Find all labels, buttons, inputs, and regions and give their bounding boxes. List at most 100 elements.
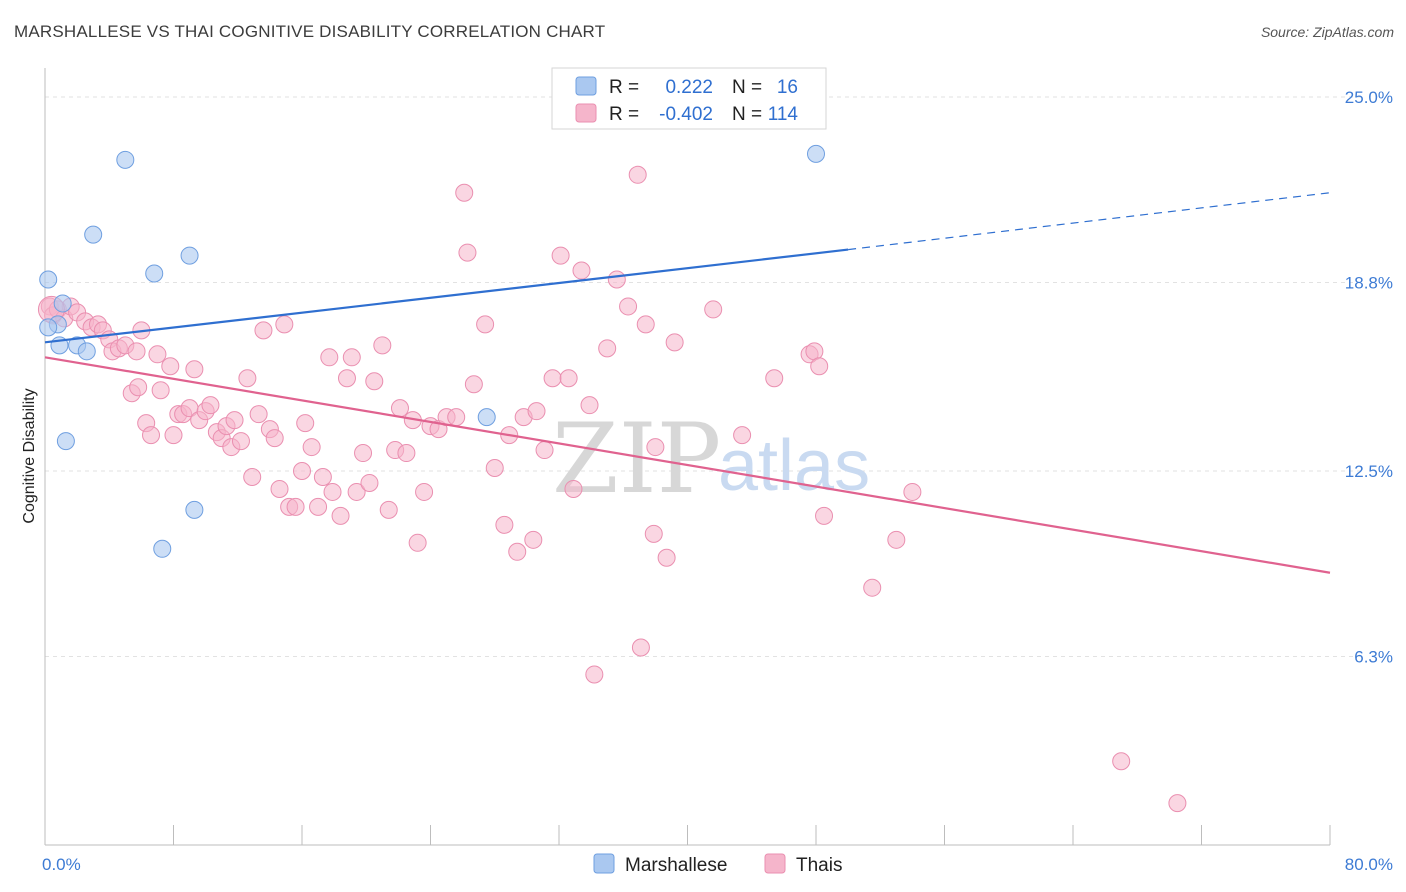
thais-point-15: [129, 378, 148, 397]
thais-point-59: [365, 372, 384, 391]
y-tick-label-1: 12.5%: [1345, 462, 1393, 481]
y-axis-label: Cognitive Disability: [21, 388, 38, 523]
trend-lines: [44, 192, 1331, 574]
thais-point-76: [485, 459, 504, 478]
thais-point-90: [585, 665, 604, 684]
thais-point-77: [495, 515, 514, 534]
thais-point-58: [360, 473, 379, 492]
thais-point-106: [810, 357, 829, 376]
source-label: Source: ZipAtlas.com: [1260, 24, 1394, 40]
thais-point-113: [127, 342, 146, 361]
bottom-legend-label-thais: Thais: [796, 855, 842, 876]
thais-point-51: [320, 348, 339, 367]
thais-point-81: [524, 530, 543, 549]
marshallese-point-5: [53, 294, 72, 313]
marshallese-point-4: [39, 270, 58, 289]
thais-point-82: [527, 402, 546, 421]
thais-point-107: [815, 506, 834, 525]
thais-point-111: [1112, 752, 1131, 771]
thais-point-112: [1168, 794, 1187, 813]
thais-point-50: [313, 467, 332, 486]
thais-point-57: [354, 444, 373, 463]
thais-point-53: [331, 506, 350, 525]
bottom-legend-swatch-thais: [764, 853, 786, 874]
thais-point-87: [564, 479, 583, 498]
stats-legend: R = 0.222 N = 16 R = -0.402 N = 114: [551, 67, 827, 130]
thais-point-37: [243, 467, 262, 486]
marshallese-point-10: [77, 342, 96, 361]
thais-point-38: [249, 405, 268, 424]
thais-point-20: [151, 381, 170, 400]
bottom-legend-label-marshallese: Marshallese: [625, 855, 727, 876]
thais-point-86: [559, 369, 578, 388]
thais-point-72: [455, 183, 474, 202]
thais-point-92: [607, 270, 626, 289]
marshallese-point-13: [153, 539, 172, 558]
thais-point-83: [535, 441, 554, 460]
thais-point-110: [903, 482, 922, 501]
thais-trend-line: [44, 356, 1331, 574]
legend-r-label-thais: R =: [609, 104, 639, 125]
legend-n-label-marshallese: N =: [732, 77, 762, 98]
series-legend: Marshallese Thais: [593, 853, 842, 876]
watermark-zip: ZIP: [552, 403, 721, 515]
thais-point-19: [148, 345, 167, 364]
thais-point-93: [619, 297, 638, 316]
thais-point-61: [379, 500, 398, 519]
thais-point-63: [390, 399, 409, 418]
thais-point-103: [765, 369, 784, 388]
thais-point-67: [415, 482, 434, 501]
thais-point-35: [231, 432, 250, 451]
bottom-legend-swatch-marshallese: [593, 853, 615, 874]
thais-point-39: [254, 321, 273, 340]
thais-point-64: [397, 444, 416, 463]
marshallese-trend-line: [44, 248, 849, 344]
thais-point-96: [636, 315, 655, 334]
x-tick-label-0: 0.0%: [42, 855, 81, 874]
thais-points: [37, 165, 1187, 813]
thais-point-109: [887, 530, 906, 549]
thais-point-91: [598, 339, 617, 358]
thais-point-55: [342, 348, 361, 367]
thais-point-85: [551, 246, 570, 265]
thais-point-43: [275, 315, 294, 334]
legend-r-label-marshallese: R =: [609, 77, 639, 98]
marshallese-point-1: [84, 225, 103, 244]
thais-point-89: [580, 396, 599, 415]
marshallese-point-7: [39, 318, 58, 337]
thais-point-47: [296, 414, 315, 433]
thais-point-105: [805, 342, 824, 361]
thais-point-56: [347, 482, 366, 501]
thais-point-18: [142, 426, 161, 445]
thais-point-41: [265, 429, 284, 448]
legend-n-value-marshallese: 16: [777, 77, 798, 98]
y-tick-label-3: 25.0%: [1345, 88, 1393, 107]
thais-point-102: [733, 426, 752, 445]
x-tick-labels: 0.0% 80.0%: [42, 855, 1393, 874]
thais-point-29: [201, 396, 220, 415]
thais-point-97: [644, 524, 663, 543]
y-tick-labels: 6.3% 12.5% 18.8% 25.0%: [1345, 88, 1393, 667]
marshallese-point-15: [807, 144, 825, 163]
thais-point-48: [302, 438, 321, 457]
legend-r-value-marshallese: 0.222: [665, 77, 713, 98]
thais-point-95: [631, 638, 650, 657]
marshallese-point-2: [145, 264, 164, 283]
thais-point-88: [572, 261, 591, 280]
thais-point-66: [408, 533, 427, 552]
legend-box: [551, 67, 827, 130]
thais-point-49: [309, 497, 328, 516]
thais-point-21: [161, 357, 180, 376]
legend-n-value-thais: 114: [768, 104, 799, 125]
thais-point-79: [508, 542, 527, 561]
thais-point-60: [373, 336, 392, 355]
thais-point-98: [657, 548, 676, 567]
marshallese-point-3: [180, 246, 199, 265]
thais-point-108: [863, 578, 882, 597]
legend-r-value-thais: -0.402: [659, 104, 713, 125]
thais-point-54: [337, 369, 356, 388]
thais-point-99: [646, 438, 665, 457]
y-tick-label-2: 18.8%: [1345, 274, 1393, 293]
thais-point-45: [286, 497, 305, 516]
